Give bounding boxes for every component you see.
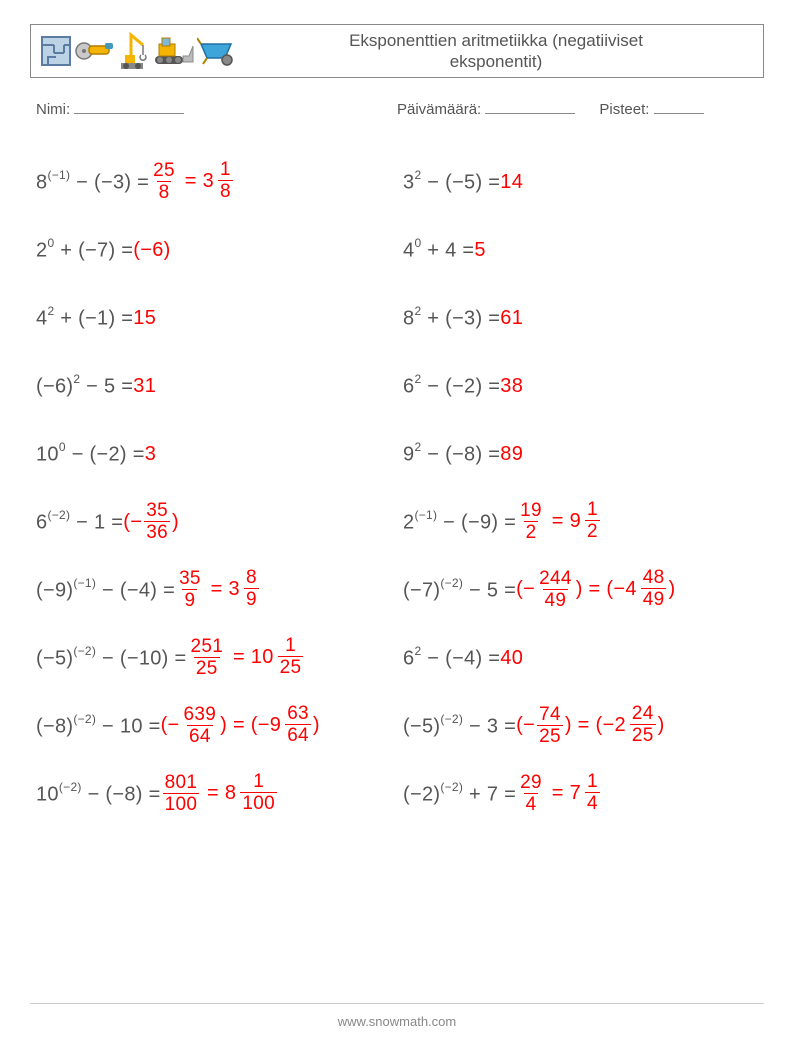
meta-row: Nimi: Päivämäärä: Pisteet: [30, 100, 764, 118]
problem-answer: (−3536) [123, 502, 179, 543]
bulldozer-icon [149, 34, 195, 68]
problem-answer: (−24449) = (−44849) [516, 569, 675, 610]
problem-row: 62 − (−4) = 40 [397, 624, 764, 692]
problem-row: (−2)(−2) + 7 = 294 = 714 [397, 760, 764, 828]
problem-expression: (−5)(−2) − 3 = [403, 714, 516, 739]
problem-answer: 31 [133, 375, 156, 398]
problems-col-left: 8(−1) − (−3) = 258 = 31820 + (−7) = (−6)… [30, 148, 397, 828]
problem-expression: (−8)(−2) − 10 = [36, 714, 161, 739]
name-label: Nimi: [36, 101, 70, 118]
footer: www.snowmath.com [30, 1003, 764, 1029]
problem-expression: 10(−2) − (−8) = [36, 782, 161, 807]
problem-row: 20 + (−7) = (−6) [30, 216, 397, 284]
problem-row: 92 − (−8) = 89 [397, 420, 764, 488]
crane-icon [117, 31, 147, 71]
problem-answer: 294 = 714 [516, 773, 602, 814]
problem-expression: 40 + 4 = [403, 238, 474, 263]
problem-expression: 6(−2) − 1 = [36, 510, 123, 535]
problem-row: 6(−2) − 1 = (−3536) [30, 488, 397, 556]
problem-answer: 14 [500, 171, 523, 194]
score-blank [654, 100, 704, 114]
problem-row: 100 − (−2) = 3 [30, 420, 397, 488]
problem-expression: 42 + (−1) = [36, 306, 133, 331]
worksheet-title: Eksponenttien aritmetiikka (negatiiviset… [239, 30, 763, 73]
problem-expression: 62 − (−4) = [403, 646, 500, 671]
problem-answer: 192 = 912 [516, 501, 602, 542]
problem-expression: 20 + (−7) = [36, 238, 133, 263]
header-icons [31, 31, 239, 71]
problem-expression: 92 − (−8) = [403, 442, 500, 467]
problems-col-right: 32 − (−5) = 1440 + 4 = 582 + (−3) = 6162… [397, 148, 764, 828]
problem-answer: 61 [500, 307, 523, 330]
problem-answer: 258 = 318 [149, 161, 235, 202]
problem-expression: 32 − (−5) = [403, 170, 500, 195]
problem-answer: 15 [133, 307, 156, 330]
problem-row: (−7)(−2) − 5 = (−24449) = (−44849) [397, 556, 764, 624]
date-blank [485, 100, 575, 114]
problem-answer: 40 [500, 647, 523, 670]
problem-expression: 2(−1) − (−9) = [403, 510, 516, 535]
problem-answer: (−7425) = (−22425) [516, 705, 664, 746]
problem-row: 8(−1) − (−3) = 258 = 318 [30, 148, 397, 216]
problem-answer: 3 [145, 443, 156, 466]
grinder-icon [75, 34, 115, 68]
problem-row: (−6)2 − 5 = 31 [30, 352, 397, 420]
score-label: Pisteet: [599, 101, 649, 118]
problem-expression: (−6)2 − 5 = [36, 374, 133, 399]
problem-answer: (−6) [133, 239, 170, 262]
maze-icon [39, 34, 73, 68]
problem-answer: (−63964) = (−96364) [161, 705, 320, 746]
problem-answer: 89 [500, 443, 523, 466]
problems-grid: 8(−1) − (−3) = 258 = 31820 + (−7) = (−6)… [30, 148, 764, 828]
problem-row: 10(−2) − (−8) = 801100 = 81100 [30, 760, 397, 828]
problem-expression: (−9)(−1) − (−4) = [36, 578, 175, 603]
name-blank [74, 100, 184, 114]
wheelbarrow-icon [197, 34, 239, 68]
footer-text: www.snowmath.com [338, 1014, 456, 1029]
problem-row: (−5)(−2) − (−10) = 25125 = 10125 [30, 624, 397, 692]
problem-expression: (−5)(−2) − (−10) = [36, 646, 186, 671]
problem-answer: 801100 = 81100 [161, 773, 279, 814]
problem-row: 82 + (−3) = 61 [397, 284, 764, 352]
problem-row: 32 − (−5) = 14 [397, 148, 764, 216]
problem-row: 42 + (−1) = 15 [30, 284, 397, 352]
title-line-2: eksponentit) [239, 51, 753, 72]
date-label: Päivämäärä: [397, 101, 481, 118]
problem-answer: 25125 = 10125 [186, 637, 305, 678]
problem-row: (−5)(−2) − 3 = (−7425) = (−22425) [397, 692, 764, 760]
problem-expression: 62 − (−2) = [403, 374, 500, 399]
problem-row: (−9)(−1) − (−4) = 359 = 389 [30, 556, 397, 624]
title-line-1: Eksponenttien aritmetiikka (negatiiviset [239, 30, 753, 51]
problem-row: 2(−1) − (−9) = 192 = 912 [397, 488, 764, 556]
problem-answer: 38 [500, 375, 523, 398]
problem-row: (−8)(−2) − 10 = (−63964) = (−96364) [30, 692, 397, 760]
problem-row: 62 − (−2) = 38 [397, 352, 764, 420]
problem-expression: 8(−1) − (−3) = [36, 170, 149, 195]
problem-expression: 82 + (−3) = [403, 306, 500, 331]
problem-expression: (−2)(−2) + 7 = [403, 782, 516, 807]
problem-expression: 100 − (−2) = [36, 442, 145, 467]
problem-expression: (−7)(−2) − 5 = [403, 578, 516, 603]
problem-answer: 359 = 389 [175, 569, 261, 610]
problem-row: 40 + 4 = 5 [397, 216, 764, 284]
worksheet-header: Eksponenttien aritmetiikka (negatiiviset… [30, 24, 764, 78]
problem-answer: 5 [474, 239, 485, 262]
